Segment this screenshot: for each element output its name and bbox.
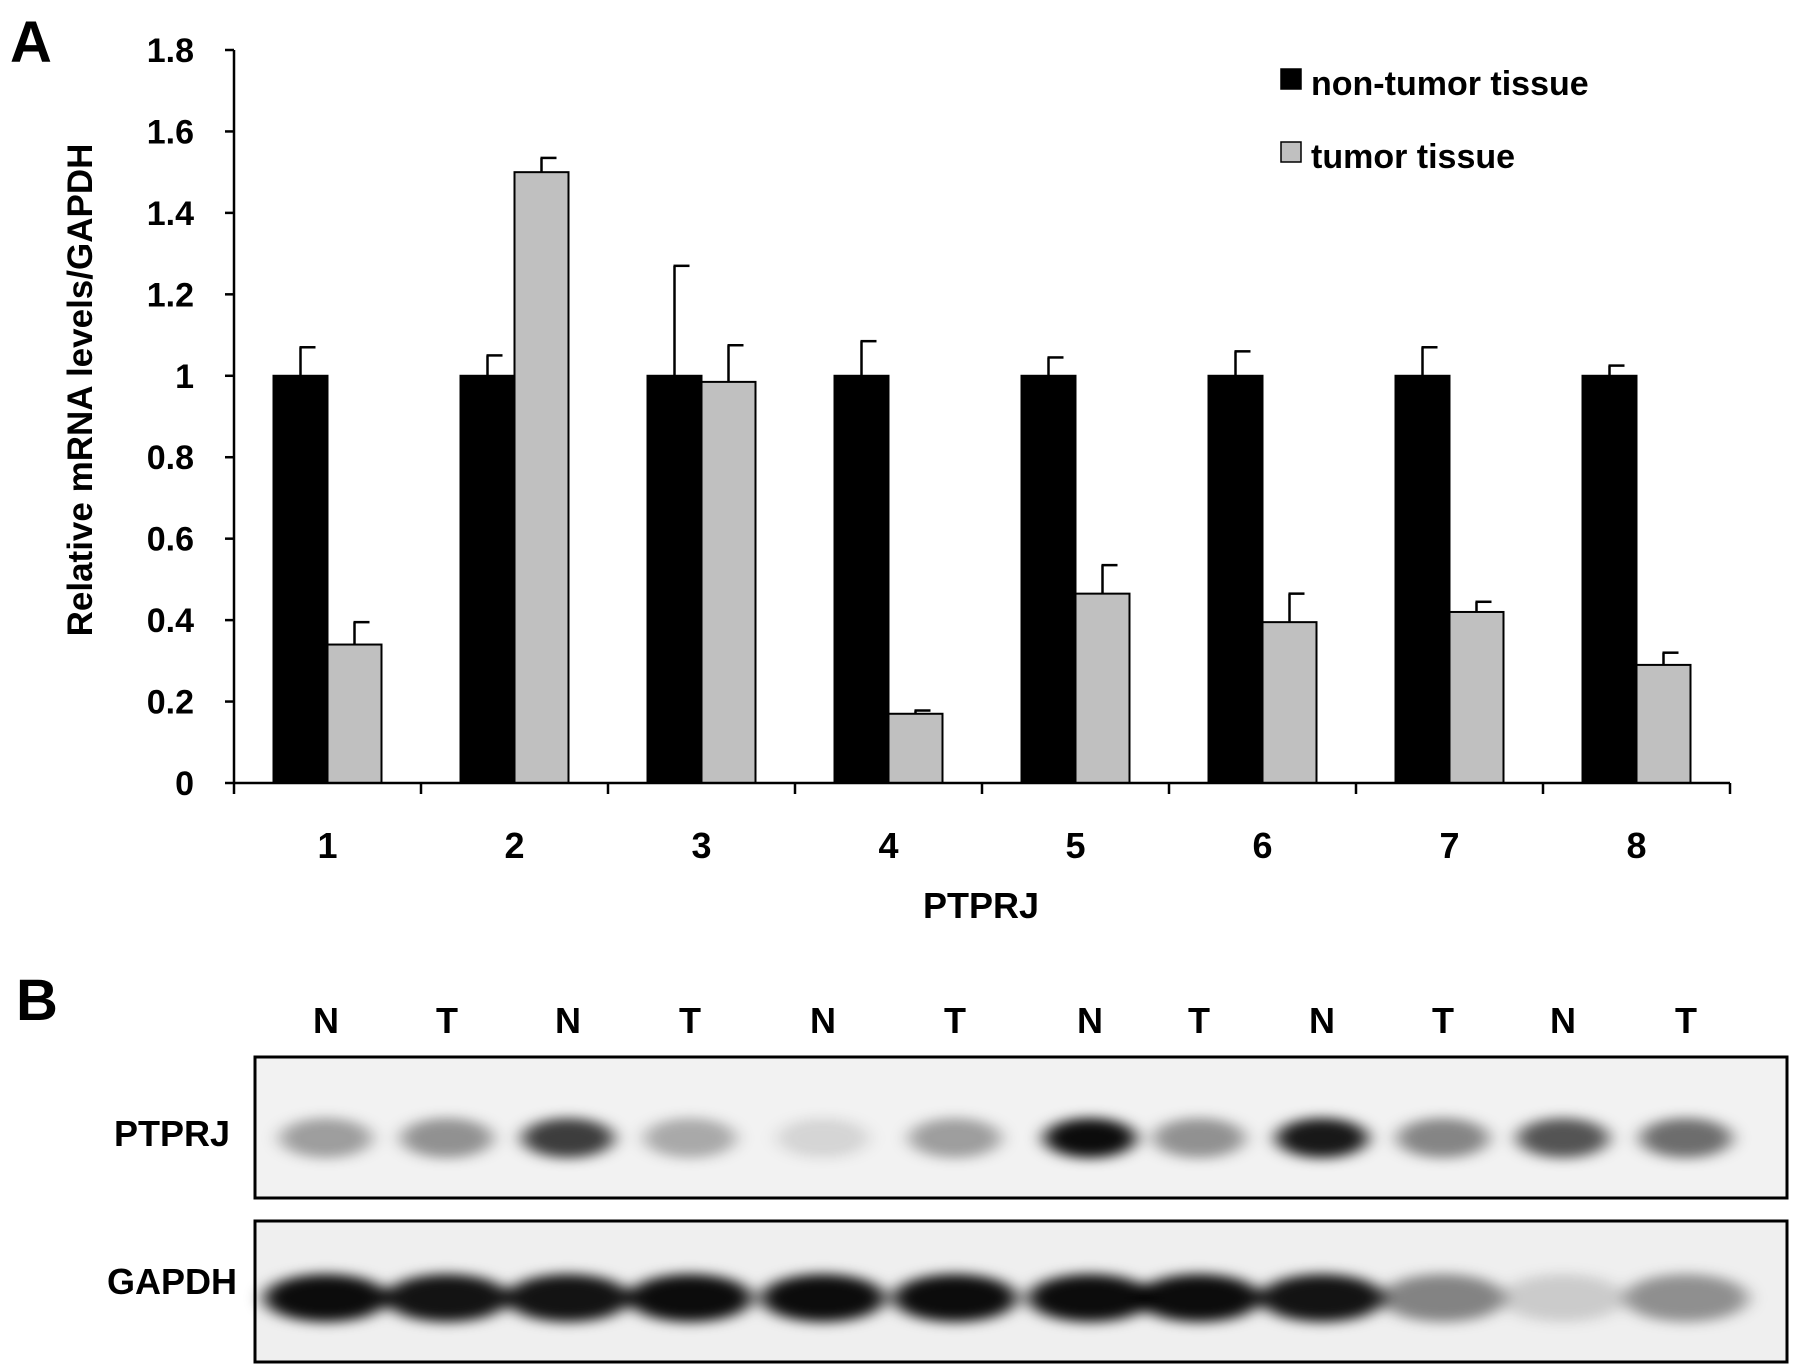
blot-band — [280, 1118, 372, 1158]
blot-band — [1044, 1118, 1136, 1158]
x-tick-label: 6 — [1252, 825, 1272, 866]
y-axis-title: Relative mRNA levels/GAPDH — [61, 144, 100, 637]
lane-label: T — [436, 1000, 458, 1041]
x-tick-label: 3 — [691, 825, 711, 866]
lane-label: T — [944, 1000, 966, 1041]
bar-chart: Relative mRNA levels/GAPDH 0 0.2 0.4 0.6 0.8… — [61, 32, 1732, 926]
bar-non-tumor-6 — [1207, 374, 1264, 784]
blot-band — [1517, 1118, 1609, 1158]
bar-tumor-5 — [1074, 592, 1131, 784]
blot-band — [1501, 1274, 1625, 1322]
panel-b-label: B — [16, 968, 58, 1033]
bar-non-tumor-4 — [833, 374, 890, 784]
legend-label-tumor: tumor tissue — [1311, 138, 1515, 176]
blot-band — [1260, 1274, 1384, 1322]
western-blot: N T N T N T N T N T N T PTPRJ GAPDH — [107, 1000, 1789, 1364]
y-tick-label: 1.8 — [147, 32, 194, 70]
lane-label: N — [1077, 1000, 1103, 1041]
y-tick-label: 0 — [175, 765, 194, 803]
lane-label: N — [313, 1000, 339, 1041]
bar-tumor-2 — [513, 171, 570, 784]
y-tick-label: 0.6 — [147, 521, 194, 559]
legend: non-tumor tissue tumor tissue — [1280, 65, 1589, 176]
blot-band — [1381, 1274, 1505, 1322]
blot-panel-ptprj — [253, 1055, 1789, 1200]
lane-label: N — [810, 1000, 836, 1041]
blot-bands-ptprj — [280, 1118, 1732, 1158]
y-tick-label: 1.6 — [147, 113, 194, 151]
legend-swatch-non-tumor — [1280, 68, 1302, 90]
blot-band — [628, 1274, 752, 1322]
x-tick-label: 4 — [878, 825, 898, 866]
bar-tumor-6 — [1261, 621, 1318, 784]
lane-label: T — [1188, 1000, 1210, 1041]
bar-non-tumor-1 — [272, 374, 329, 784]
blot-band — [385, 1274, 509, 1322]
y-ticks: 0 0.2 0.4 0.6 0.8 1 1.2 1.4 1.6 1.8 — [147, 32, 234, 803]
blot-band — [1153, 1118, 1245, 1158]
bar-non-tumor-3 — [646, 374, 703, 784]
y-tick-label: 0.4 — [147, 602, 194, 640]
blot-band — [1624, 1274, 1748, 1322]
blot-band — [893, 1274, 1017, 1322]
bar-non-tumor-8 — [1581, 374, 1638, 784]
bar-non-tumor-5 — [1020, 374, 1077, 784]
bar-tumor-7 — [1448, 610, 1505, 785]
blot-bands-gapdh — [264, 1274, 1748, 1322]
x-tick-label: 7 — [1439, 825, 1459, 866]
lane-label: N — [1309, 1000, 1335, 1041]
blot-band — [264, 1274, 388, 1322]
blot-band — [1397, 1118, 1489, 1158]
blot-band — [761, 1274, 885, 1322]
y-tick-label: 0.2 — [147, 684, 194, 722]
bars — [272, 171, 1692, 785]
x-tick-label: 2 — [504, 825, 524, 866]
legend-label-non-tumor: non-tumor tissue — [1311, 65, 1589, 103]
lane-label: N — [555, 1000, 581, 1041]
blot-band — [777, 1118, 869, 1158]
blot-band — [644, 1118, 736, 1158]
blot-band — [522, 1118, 614, 1158]
x-ticks: 1 2 3 4 5 6 7 8 — [232, 783, 1732, 866]
error-bars — [299, 156, 1679, 714]
y-tick-label: 1 — [175, 358, 194, 396]
blot-band — [1028, 1274, 1152, 1322]
panel-a-label: A — [10, 10, 52, 75]
y-tick-label: 1.4 — [147, 195, 194, 233]
blot-row-label-ptprj: PTPRJ — [114, 1113, 230, 1154]
blot-panel-gapdh — [253, 1219, 1789, 1364]
blot-band — [506, 1274, 630, 1322]
bar-tumor-3 — [700, 380, 757, 784]
x-axis-title: PTPRJ — [923, 885, 1039, 926]
blot-band — [1276, 1118, 1368, 1158]
bar-tumor-1 — [326, 643, 383, 784]
blot-band — [1640, 1118, 1732, 1158]
blot-band — [401, 1118, 493, 1158]
x-tick-label: 8 — [1626, 825, 1646, 866]
x-tick-label: 5 — [1065, 825, 1085, 866]
bar-tumor-4 — [887, 712, 944, 784]
blot-band — [909, 1118, 1001, 1158]
blot-band — [1137, 1274, 1261, 1322]
lane-label: T — [679, 1000, 701, 1041]
y-tick-label: 1.2 — [147, 276, 194, 314]
y-tick-label: 0.8 — [147, 439, 194, 477]
bar-non-tumor-7 — [1394, 374, 1451, 784]
bar-non-tumor-2 — [459, 374, 516, 784]
x-tick-label: 1 — [317, 825, 337, 866]
lane-label: T — [1675, 1000, 1697, 1041]
bar-tumor-8 — [1635, 663, 1692, 785]
lane-label: T — [1432, 1000, 1454, 1041]
blot-row-label-gapdh: GAPDH — [107, 1261, 237, 1302]
lane-label: N — [1550, 1000, 1576, 1041]
legend-swatch-tumor — [1280, 141, 1302, 163]
